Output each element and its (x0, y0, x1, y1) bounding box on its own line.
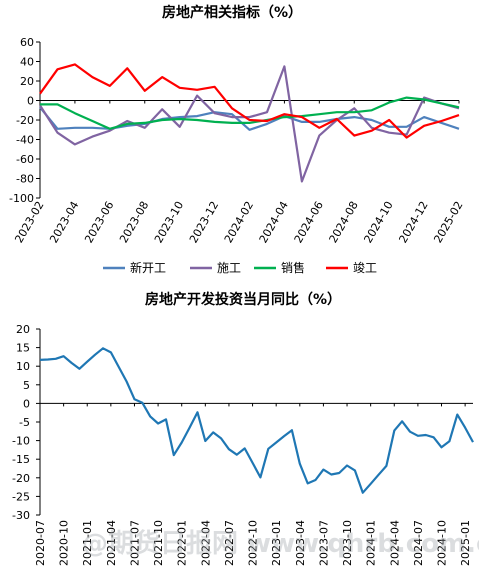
chart1-x-tick-label: 2023-02 (12, 199, 46, 245)
chart1-legend-label-3: 竣工 (353, 260, 377, 275)
chart2-series-line-0 (39, 347, 474, 494)
chart1-title: 房地产相关指标（%） (162, 4, 302, 21)
chart2-x-tick-label: 2022-04 (199, 520, 212, 566)
chart2-x-tick-label: 2021-10 (152, 520, 165, 566)
chart2-y-tick-label: 20 (16, 323, 30, 336)
chart1-x-tick-label: 2023-06 (82, 199, 116, 245)
chart2-x-tick-label: 2020-10 (58, 520, 71, 566)
chart2-x-tick-label: 2025-01 (459, 520, 472, 566)
chart2-x-tick-label: 2023-10 (341, 520, 354, 566)
chart2-plot: 20 15 10 5 0 -5 -10 -15 -20 -25 -30 2020-07 2020-10 2… (12, 323, 474, 566)
chart1-y-tick-label: -80 (16, 173, 34, 186)
chart2-x-tick-label: 2022-07 (223, 520, 236, 566)
chart1-legend-label-1: 施工 (217, 261, 241, 275)
chart1-x-tick-label: 2024-04 (257, 199, 291, 245)
chart2-x-tick-label: 2024-04 (388, 520, 401, 566)
chart1-x-tick-label: 2024-12 (396, 199, 430, 245)
chart2-y-tick-label: -15 (12, 453, 30, 466)
watermark: @期货日报网 www.qhrb.com.cn (82, 528, 479, 559)
chart2-y-tick-label: 10 (16, 360, 30, 373)
chart1-series-line-1 (39, 65, 460, 183)
chart2-x-tick-label: 2021-04 (105, 520, 118, 566)
chart1-x-tick-label: 2024-10 (362, 199, 396, 245)
chart1-x-tick-label: 2024-08 (327, 199, 361, 245)
chart1-x-tick-label: 2025-02 (431, 199, 465, 245)
chart1-y-tick-label: 40 (20, 56, 34, 69)
chart1-y-tick-label: 60 (20, 36, 34, 49)
chart2-x-tick-label: 2024-10 (436, 520, 449, 566)
chart1-y-tick-label: -60 (16, 153, 34, 166)
chart1-legend-label-0: 新开工 (130, 260, 166, 275)
chart2-x-tick-label: 2024-07 (412, 520, 425, 566)
chart1-y-tick-label: -100 (9, 192, 34, 205)
chart1-x-tick-label: 2023-04 (47, 199, 81, 245)
chart2-y-tick-label: -5 (19, 416, 30, 429)
chart1-x-tick-label: 2024-06 (292, 199, 326, 245)
chart2-x-tick-label: 2023-04 (294, 520, 307, 566)
chart2-y-tick-label: -30 (12, 509, 30, 522)
chart2-y-tick-label: 5 (23, 379, 30, 392)
chart2-x-tick-label: 2022-01 (176, 520, 189, 566)
chart2-title: 房地产开发投资当月同比（%） (145, 291, 341, 308)
chart2-x-tick-label: 2020-07 (34, 520, 47, 566)
chart2-x-tick-label: 2021-01 (81, 520, 94, 566)
chart1-y-tick-label: 20 (20, 75, 34, 88)
chart1-series-line-2 (40, 96, 460, 130)
chart2-y-tick-label: -25 (12, 490, 30, 503)
chart1-x-tick-label: 2023-10 (152, 199, 186, 245)
chart2-x-tick-label: 2023-07 (317, 520, 330, 566)
chart2-y-tick-label: -20 (12, 472, 30, 485)
chart1-series-line-3 (39, 63, 460, 139)
chart2-x-tick-label: 2024-01 (365, 520, 378, 566)
chart2-y-tick-label: 0 (23, 397, 30, 410)
chart2-x-tick-label: 2022-10 (247, 520, 260, 566)
chart1-legend: 新开工 施工 销售 竣工 (103, 260, 377, 275)
chart2-y-tick-label: 15 (16, 342, 30, 355)
chart1-legend-label-2: 销售 (281, 260, 305, 275)
chart1-y-tick-label: -40 (16, 134, 34, 147)
chart1-y-tick-label: -20 (16, 114, 34, 127)
chart1-x-tick-label: 2023-12 (187, 199, 221, 245)
chart2-x-tick-label: 2023-01 (270, 520, 283, 566)
chart2-y-tick-label: -10 (12, 435, 30, 448)
chart2-x-tick-label: 2021-07 (128, 520, 141, 566)
chart1-x-tick-label: 2023-08 (117, 199, 151, 245)
chart1-x-tick-label: 2024-02 (222, 199, 256, 245)
chart1-y-tick-label: 0 (27, 95, 34, 108)
